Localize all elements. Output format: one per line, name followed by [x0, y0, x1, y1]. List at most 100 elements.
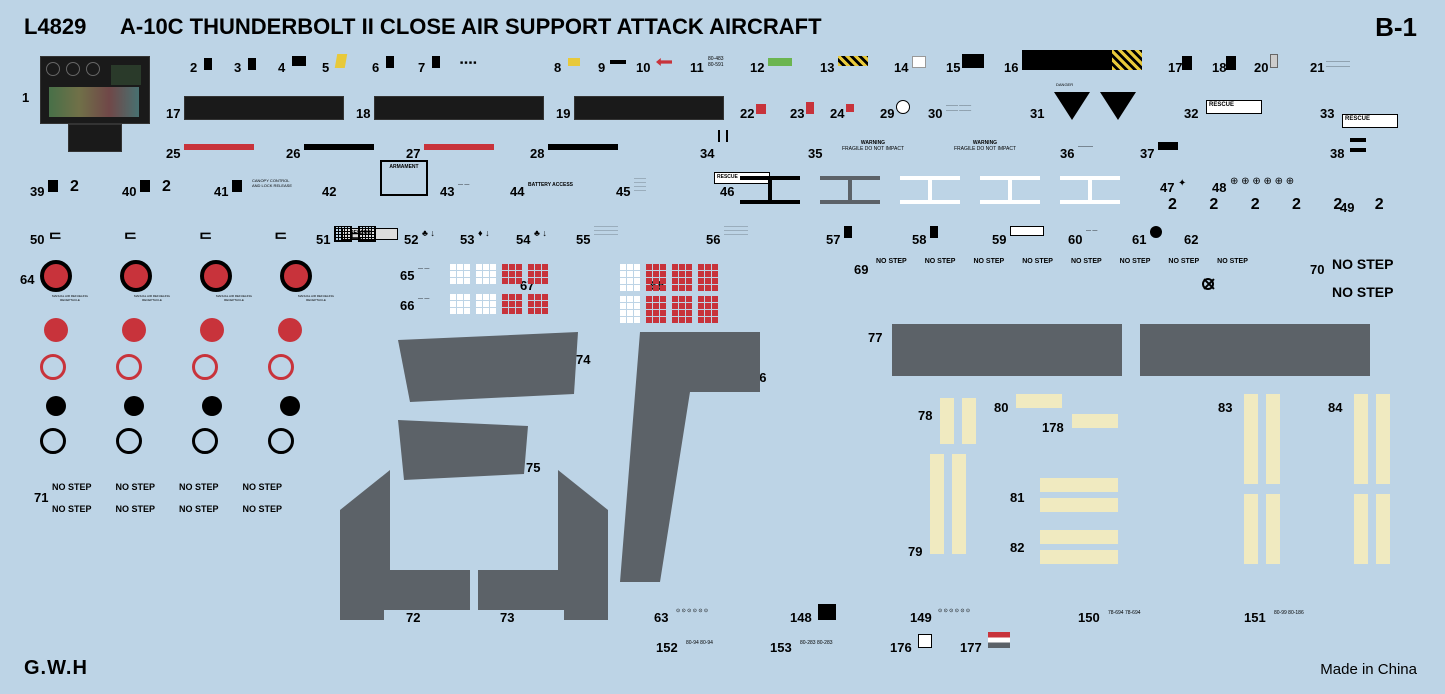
number-59: 59	[992, 232, 1006, 247]
strip-83d	[1266, 494, 1280, 564]
number-52: 52	[404, 232, 418, 247]
decal-23	[806, 102, 814, 114]
decal-61	[1150, 226, 1162, 238]
number-33: 33	[1320, 106, 1334, 121]
grids-67b	[450, 294, 590, 314]
nostep-71: NO STEP NO STEP NO STEP NO STEP NO STEP …	[52, 482, 282, 514]
nostep-70a: NO STEP	[1332, 256, 1393, 272]
ns: NO STEP	[116, 482, 156, 492]
number-178: 178	[1042, 420, 1064, 435]
number-28: 28	[530, 146, 544, 161]
number-74: 74	[576, 352, 590, 367]
decal-56: ————————————————————————	[724, 224, 814, 236]
decal-17	[1182, 56, 1192, 70]
number-31: 31	[1030, 106, 1044, 121]
number-2: 2	[190, 60, 197, 75]
number-47: 47	[1160, 180, 1174, 195]
decal-21: ————————————	[1326, 58, 1386, 68]
decal-41text: CANOPY CONTROLAND LOCK RELEASE	[252, 178, 312, 188]
strip-79a	[930, 454, 944, 554]
number-1: 1	[22, 90, 29, 105]
decal-52: ♣ ↓	[422, 228, 435, 238]
number-40: 40	[122, 184, 136, 199]
warning-35b: WARNING FRAGILE DO NOT IMPACT	[940, 140, 1030, 152]
number-80: 80	[994, 400, 1008, 415]
number-30: 30	[928, 106, 942, 121]
number-3: 3	[234, 60, 241, 75]
decal-40a	[140, 180, 150, 192]
walkway-46e	[1060, 176, 1120, 204]
strip-81a	[1040, 478, 1118, 492]
number-149: 149	[910, 610, 932, 625]
grille-51b	[358, 226, 376, 242]
warning-35a: WARNING FRAGILE DO NOT IMPACT	[828, 140, 918, 152]
ns: NO STEP	[1168, 258, 1199, 265]
decal-57	[844, 226, 852, 238]
decal-row1-text: ■ ■ ■ ■	[460, 60, 540, 66]
ns: NO STEP	[925, 258, 956, 265]
ns: NO STEP	[179, 482, 219, 492]
walkway-46c	[900, 176, 960, 204]
strip-78a	[940, 398, 954, 444]
decal-149: ⊙ ⊙ ⊙ ⊙ ⊙ ⊙	[938, 608, 970, 614]
number-152: 152	[656, 640, 678, 655]
number-18: 18	[1212, 60, 1226, 75]
decal-47: ✦	[1178, 178, 1186, 189]
decal-22	[756, 104, 766, 114]
header-code: L4829	[24, 14, 86, 40]
decal-3	[248, 58, 256, 70]
decal-4	[292, 56, 306, 66]
number-78: 78	[918, 408, 932, 423]
brand-logo: G.W.H	[24, 657, 88, 680]
decal-54: ♣ ↓	[534, 228, 547, 238]
number-153: 153	[770, 640, 792, 655]
decal-176	[918, 634, 932, 648]
decal-12	[768, 58, 792, 66]
number-20: 20	[1254, 60, 1268, 75]
number-16: 16	[1004, 60, 1018, 75]
decal-63: ⊙ ⊙ ⊙ ⊙ ⊙ ⊙	[676, 608, 708, 614]
decal-2	[204, 58, 212, 70]
number-8: 8	[554, 60, 561, 75]
number-44: 44	[510, 184, 524, 199]
number-82: 82	[1010, 540, 1024, 555]
shape-73	[478, 470, 608, 620]
number-177: 177	[960, 640, 982, 655]
strip-81b	[1040, 498, 1118, 512]
number-151: 151	[1244, 610, 1266, 625]
decal-65: — —	[418, 266, 429, 272]
number-34: 34	[700, 146, 714, 161]
ns: NO STEP	[876, 258, 907, 265]
decal-7	[432, 56, 440, 68]
number-42: 42	[322, 184, 336, 199]
ns: NO STEP	[179, 504, 219, 514]
decal-148	[818, 604, 836, 620]
ns: NO STEP	[1071, 258, 1102, 265]
number-26: 26	[286, 146, 300, 161]
rescue-label: RESCUE	[1209, 102, 1234, 108]
number-48: 48	[1212, 180, 1226, 195]
decal-6	[386, 56, 394, 68]
strip-80	[1016, 394, 1062, 408]
number-70: 70	[1310, 262, 1324, 277]
grille-51a	[334, 226, 352, 242]
number-11: 11	[690, 60, 704, 75]
number-23: 23	[790, 106, 804, 121]
decal-60: — —	[1086, 228, 1097, 234]
number-79: 79	[908, 544, 922, 559]
sheet-id: B-1	[1375, 12, 1417, 43]
roundel-row: MANUAL AIR REFUELINGRECEPTACLE MANUAL AI…	[40, 260, 346, 454]
battery-44: BATTERY ACCESS	[528, 182, 573, 188]
rescue-label: RESCUE	[717, 174, 738, 180]
number-77: 77	[868, 330, 882, 345]
bar-26	[304, 144, 374, 150]
number-83: 83	[1218, 400, 1232, 415]
ns: NO STEP	[973, 258, 1004, 265]
decal-59	[1010, 226, 1044, 236]
shape-77a	[892, 324, 1122, 376]
number-24: 24	[830, 106, 844, 121]
strip-82a	[1040, 530, 1118, 544]
decal-14	[912, 56, 926, 68]
decal-18	[1226, 56, 1236, 70]
cockpit-lower	[68, 124, 122, 152]
